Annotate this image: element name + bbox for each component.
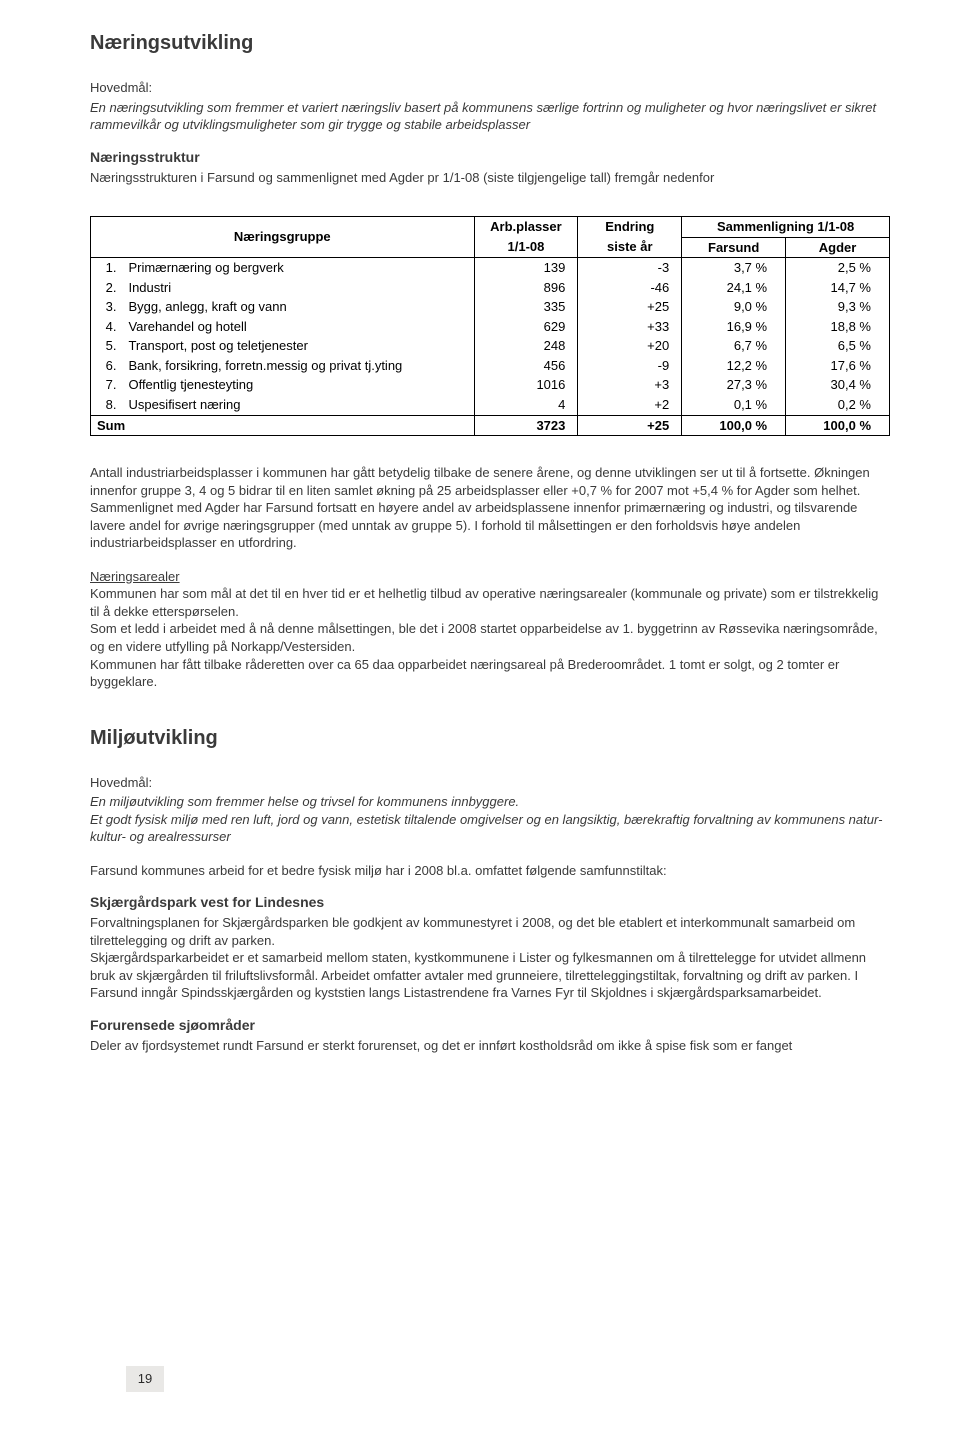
body-p1: Antall industriarbeidsplasser i kommunen… bbox=[90, 464, 890, 499]
row-number: 4. bbox=[91, 317, 123, 337]
skjaergardspark-p1: Forvaltningsplanen for Skjærgårdsparken … bbox=[90, 914, 890, 949]
row-endring: -3 bbox=[578, 258, 682, 278]
table-row: 2.Industri896-4624,1 %14,7 % bbox=[91, 278, 890, 298]
table-row: 8.Uspesifisert næring4+20,1 %0,2 % bbox=[91, 395, 890, 415]
miljo-intro: Farsund kommunes arbeid for et bedre fys… bbox=[90, 862, 890, 880]
row-endring: -46 bbox=[578, 278, 682, 298]
table-row: 6.Bank, forsikring, forretn.messig og pr… bbox=[91, 356, 890, 376]
row-endring: -9 bbox=[578, 356, 682, 376]
row-name: Transport, post og teletjenester bbox=[122, 336, 474, 356]
col-arbeidsplasser-top: Arb.plasser bbox=[474, 217, 578, 238]
hovedmal-label-2: Hovedmål: bbox=[90, 774, 890, 792]
row-number: 7. bbox=[91, 375, 123, 395]
row-farsund: 24,1 % bbox=[682, 278, 786, 298]
body-p2: Sammenlignet med Agder har Farsund forts… bbox=[90, 499, 890, 552]
row-number: 6. bbox=[91, 356, 123, 376]
row-endring: +33 bbox=[578, 317, 682, 337]
row-farsund: 3,7 % bbox=[682, 258, 786, 278]
row-name: Varehandel og hotell bbox=[122, 317, 474, 337]
sub-forurensede: Forurensede sjøområder bbox=[90, 1016, 890, 1035]
row-farsund: 9,0 % bbox=[682, 297, 786, 317]
sum-arb: 3723 bbox=[474, 415, 578, 436]
row-arb: 629 bbox=[474, 317, 578, 337]
row-agder: 9,3 % bbox=[786, 297, 890, 317]
naeringsarealer-p1: Kommunen har som mål at det til en hver … bbox=[90, 585, 890, 620]
hovedmal-text-2a: En miljøutvikling som fremmer helse og t… bbox=[90, 793, 890, 811]
table-header-row-1: Næringsgruppe Arb.plasser Endring Sammen… bbox=[91, 217, 890, 238]
row-endring: +20 bbox=[578, 336, 682, 356]
row-arb: 4 bbox=[474, 395, 578, 415]
row-number: 2. bbox=[91, 278, 123, 298]
table-row: 3.Bygg, anlegg, kraft og vann335+259,0 %… bbox=[91, 297, 890, 317]
row-agder: 6,5 % bbox=[786, 336, 890, 356]
row-name: Bygg, anlegg, kraft og vann bbox=[122, 297, 474, 317]
table-row: 4.Varehandel og hotell629+3316,9 %18,8 % bbox=[91, 317, 890, 337]
row-number: 3. bbox=[91, 297, 123, 317]
col-endring-top: Endring bbox=[578, 217, 682, 238]
page-number: 19 bbox=[126, 1366, 164, 1392]
sum-agder: 100,0 % bbox=[786, 415, 890, 436]
col-endring-bottom: siste år bbox=[578, 237, 682, 258]
col-arbeidsplasser-bottom: 1/1-08 bbox=[474, 237, 578, 258]
row-name: Offentlig tjenesteyting bbox=[122, 375, 474, 395]
sum-farsund: 100,0 % bbox=[682, 415, 786, 436]
row-endring: +25 bbox=[578, 297, 682, 317]
row-agder: 0,2 % bbox=[786, 395, 890, 415]
sum-endring: +25 bbox=[578, 415, 682, 436]
table-row: 7.Offentlig tjenesteyting1016+327,3 %30,… bbox=[91, 375, 890, 395]
naeringsstruktur-intro: Næringsstrukturen i Farsund og sammenlig… bbox=[90, 169, 890, 187]
row-number: 1. bbox=[91, 258, 123, 278]
row-arb: 1016 bbox=[474, 375, 578, 395]
row-agder: 2,5 % bbox=[786, 258, 890, 278]
row-farsund: 16,9 % bbox=[682, 317, 786, 337]
row-name: Uspesifisert næring bbox=[122, 395, 474, 415]
table-sum-row: Sum3723+25100,0 %100,0 % bbox=[91, 415, 890, 436]
table-row: 5.Transport, post og teletjenester248+20… bbox=[91, 336, 890, 356]
row-name: Bank, forsikring, forretn.messig og priv… bbox=[122, 356, 474, 376]
sub-skjaergardspark: Skjærgårdspark vest for Lindesnes bbox=[90, 893, 890, 912]
col-farsund: Farsund bbox=[682, 237, 786, 258]
table-row: 1.Primærnæring og bergverk139-33,7 %2,5 … bbox=[91, 258, 890, 278]
naeringsstruktur-heading: Næringsstruktur bbox=[90, 148, 890, 167]
naeringsgruppe-table: Næringsgruppe Arb.plasser Endring Sammen… bbox=[90, 216, 890, 436]
forurensede-p1: Deler av fjordsystemet rundt Farsund er … bbox=[90, 1037, 890, 1055]
row-agder: 30,4 % bbox=[786, 375, 890, 395]
hovedmal-text-2b: Et godt fysisk miljø med ren luft, jord … bbox=[90, 811, 890, 846]
row-arb: 456 bbox=[474, 356, 578, 376]
row-endring: +2 bbox=[578, 395, 682, 415]
col-naeringsgruppe: Næringsgruppe bbox=[91, 217, 475, 258]
row-farsund: 12,2 % bbox=[682, 356, 786, 376]
row-agder: 18,8 % bbox=[786, 317, 890, 337]
section-title-miljo: Miljøutvikling bbox=[90, 725, 890, 752]
col-agder: Agder bbox=[786, 237, 890, 258]
row-farsund: 0,1 % bbox=[682, 395, 786, 415]
hovedmal-text-1: En næringsutvikling som fremmer et varie… bbox=[90, 99, 890, 134]
sum-label: Sum bbox=[91, 415, 475, 436]
row-number: 8. bbox=[91, 395, 123, 415]
row-farsund: 27,3 % bbox=[682, 375, 786, 395]
row-arb: 896 bbox=[474, 278, 578, 298]
naeringsarealer-p3: Kommunen har fått tilbake råderetten ove… bbox=[90, 656, 890, 691]
skjaergardspark-p2: Skjærgårdsparkarbeidet er et samarbeid m… bbox=[90, 949, 890, 1002]
row-endring: +3 bbox=[578, 375, 682, 395]
section-title-naering: Næringsutvikling bbox=[90, 30, 890, 57]
row-name: Primærnæring og bergverk bbox=[122, 258, 474, 278]
hovedmal-label-1: Hovedmål: bbox=[90, 79, 890, 97]
naeringsarealer-p2: Som et ledd i arbeidet med å nå denne må… bbox=[90, 620, 890, 655]
row-agder: 14,7 % bbox=[786, 278, 890, 298]
naeringsarealer-heading: Næringsarealer bbox=[90, 568, 890, 586]
row-name: Industri bbox=[122, 278, 474, 298]
row-arb: 248 bbox=[474, 336, 578, 356]
row-arb: 335 bbox=[474, 297, 578, 317]
row-number: 5. bbox=[91, 336, 123, 356]
row-agder: 17,6 % bbox=[786, 356, 890, 376]
row-farsund: 6,7 % bbox=[682, 336, 786, 356]
row-arb: 139 bbox=[474, 258, 578, 278]
col-sammenligning: Sammenligning 1/1-08 bbox=[682, 217, 890, 238]
